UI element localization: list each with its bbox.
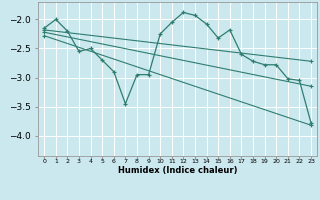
X-axis label: Humidex (Indice chaleur): Humidex (Indice chaleur) [118,166,237,175]
